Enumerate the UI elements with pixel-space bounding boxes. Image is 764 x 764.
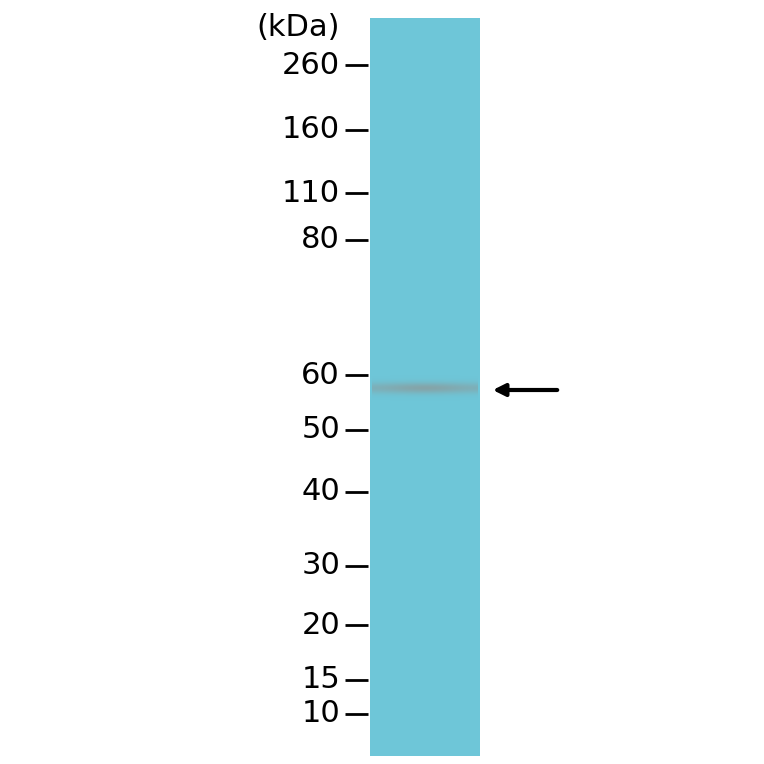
Text: 60: 60 <box>301 361 340 390</box>
Text: 260: 260 <box>282 50 340 79</box>
Text: (kDa): (kDa) <box>257 14 340 43</box>
Text: 20: 20 <box>301 610 340 639</box>
Text: 80: 80 <box>301 225 340 254</box>
Text: 160: 160 <box>282 115 340 144</box>
Text: 110: 110 <box>282 179 340 208</box>
Text: 50: 50 <box>301 416 340 445</box>
Text: 40: 40 <box>301 478 340 507</box>
Text: 15: 15 <box>301 665 340 694</box>
Bar <box>370 18 480 756</box>
Text: 10: 10 <box>301 700 340 729</box>
Text: 30: 30 <box>301 552 340 581</box>
